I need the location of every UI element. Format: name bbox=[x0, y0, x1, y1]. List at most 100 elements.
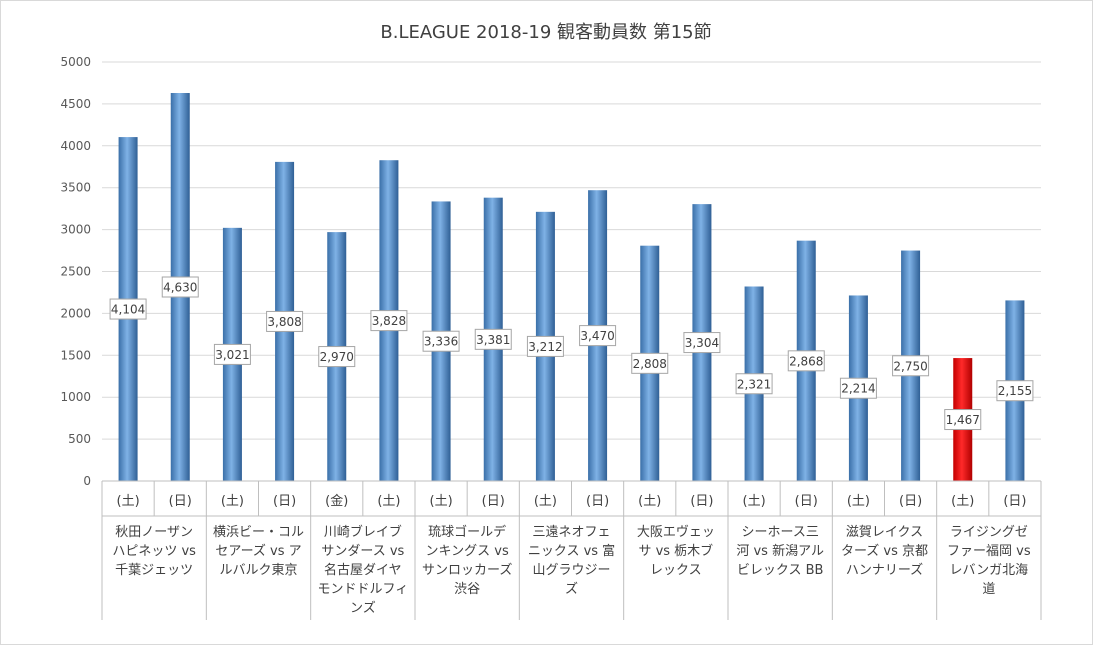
data-label: 2,970 bbox=[320, 350, 354, 364]
x-axis: (土) (日) (土) (日) (金) (土) (土) (日) (土) (日) (土) (日) (土) (… bbox=[101, 480, 1042, 620]
group-label-line: 河 vs 新潟アル bbox=[736, 543, 824, 559]
data-label: 3,808 bbox=[267, 315, 301, 329]
data-label: 2,321 bbox=[737, 377, 771, 391]
data-label: 1,467 bbox=[946, 413, 980, 427]
day-label: (金) bbox=[325, 493, 348, 509]
data-label-box bbox=[839, 377, 877, 399]
group-label-line: ンキングス vs bbox=[426, 544, 509, 559]
data-label: 2,868 bbox=[789, 354, 823, 368]
group-label-line: 滋賀レイクス bbox=[846, 525, 923, 540]
data-label: 3,021 bbox=[215, 348, 249, 362]
data-label-box bbox=[213, 343, 251, 365]
day-label: (日) bbox=[273, 494, 296, 509]
group-label-line: サンロッカーズ bbox=[422, 562, 512, 578]
y-tick-label: 3500 bbox=[60, 181, 91, 195]
group-label-line: 名古屋ダイヤ bbox=[324, 562, 402, 578]
data-label-box bbox=[526, 335, 564, 357]
data-label: 2,750 bbox=[893, 359, 927, 373]
y-tick-label: 2500 bbox=[60, 265, 91, 279]
data-label-box bbox=[735, 373, 773, 395]
group-label-line: ビレックス BB bbox=[737, 563, 824, 578]
data-label: 3,381 bbox=[476, 333, 510, 347]
day-label: (土) bbox=[430, 494, 453, 509]
day-label: (土) bbox=[534, 494, 557, 509]
group-label-line: ファー福岡 vs bbox=[947, 544, 1031, 559]
data-label-box bbox=[318, 346, 356, 368]
group-label-line: ルバルク東京 bbox=[219, 562, 297, 578]
data-label: 2,214 bbox=[841, 382, 875, 396]
group-label-line: ハピネッツ vs bbox=[112, 544, 196, 559]
group-label-line: ターズ vs 京都 bbox=[841, 543, 928, 559]
group-label-line: レックス bbox=[650, 563, 702, 578]
day-label: (日) bbox=[586, 494, 609, 509]
group-label-line: サンダース vs bbox=[321, 544, 404, 559]
y-tick-label: 4000 bbox=[60, 139, 91, 153]
day-label: (土) bbox=[638, 494, 661, 509]
chart-title: B.LEAGUE 2018-19 観客動員数 第15節 bbox=[380, 22, 711, 43]
day-label: (日) bbox=[899, 494, 922, 509]
data-label-box bbox=[787, 350, 825, 372]
group-label-line: サ vs 栃木ブ bbox=[638, 543, 713, 559]
data-label-box bbox=[579, 325, 617, 347]
data-label-box bbox=[631, 352, 669, 374]
group-label-line: 渋谷 bbox=[454, 582, 480, 597]
day-label: (日) bbox=[690, 494, 713, 509]
group-label-line: シーホース三 bbox=[741, 525, 818, 540]
data-label: 4,104 bbox=[111, 303, 145, 317]
group-label-line: ハンナリーズ bbox=[846, 562, 923, 578]
gridlines bbox=[102, 61, 1041, 482]
bars bbox=[118, 93, 1025, 482]
day-label: (土) bbox=[951, 494, 974, 509]
data-label: 4,630 bbox=[163, 281, 197, 295]
data-label: 3,336 bbox=[424, 335, 458, 349]
group-label-line: 横浜ビー・コル bbox=[213, 525, 304, 540]
data-label-box bbox=[944, 409, 982, 431]
group-label-line: 千葉ジェッツ bbox=[115, 563, 193, 578]
y-tick-label: 1500 bbox=[60, 348, 91, 362]
y-tick-label: 4500 bbox=[60, 97, 91, 111]
y-tick-label: 0 bbox=[83, 474, 91, 488]
group-label-line: 山グラウジー bbox=[532, 563, 610, 578]
group-label-line: 琉球ゴールデ bbox=[428, 524, 506, 540]
group-label-line: セアーズ vs ア bbox=[215, 543, 301, 559]
group-label-line: 三遠ネオフェ bbox=[532, 525, 610, 540]
day-label: (土) bbox=[743, 494, 766, 509]
data-label-box bbox=[996, 380, 1034, 402]
day-label: (日) bbox=[795, 494, 818, 509]
day-label: (土) bbox=[377, 494, 400, 509]
y-axis: 0 500 1000 1500 2000 2500 3000 3500 4000 4500 5000 bbox=[60, 55, 91, 488]
data-label: 3,212 bbox=[528, 340, 562, 354]
group-label-line: レバンガ北海 bbox=[950, 563, 1029, 578]
data-label-box bbox=[370, 310, 408, 332]
group-label-line: ライジングゼ bbox=[950, 525, 1028, 540]
data-label-box bbox=[422, 330, 460, 352]
day-label: (土) bbox=[847, 494, 870, 509]
data-label: 2,155 bbox=[998, 384, 1032, 398]
y-tick-label: 2000 bbox=[60, 306, 91, 320]
data-label-box bbox=[266, 310, 304, 332]
group-label-line: 秋田ノーザン bbox=[115, 525, 193, 540]
data-label-box bbox=[109, 298, 147, 320]
y-tick-label: 1000 bbox=[60, 390, 91, 404]
data-label: 3,828 bbox=[372, 314, 406, 328]
data-label-box bbox=[683, 332, 721, 354]
group-label-line: 大阪エヴェッ bbox=[637, 524, 715, 540]
y-tick-label: 5000 bbox=[60, 55, 91, 69]
group-label-line: ズ bbox=[565, 581, 578, 597]
day-label: (日) bbox=[1003, 494, 1026, 509]
data-label-box bbox=[474, 328, 512, 350]
day-label: (土) bbox=[117, 494, 140, 509]
group-label-line: モンドドルフィ bbox=[317, 582, 408, 597]
y-tick-label: 500 bbox=[68, 432, 91, 446]
data-label-box bbox=[892, 355, 930, 377]
data-label: 3,304 bbox=[685, 336, 719, 350]
data-label: 3,470 bbox=[580, 329, 614, 343]
group-label-line: 川崎ブレイブ bbox=[324, 524, 402, 540]
group-label-line: ニックス vs 富 bbox=[528, 543, 615, 559]
day-label: (日) bbox=[169, 494, 192, 509]
data-labels: 4,104 4,630 3,021 3,808 2,970 3,828 3,336 3,381… bbox=[109, 276, 1034, 431]
y-tick-label: 3000 bbox=[60, 223, 91, 237]
data-label-box bbox=[161, 276, 199, 298]
